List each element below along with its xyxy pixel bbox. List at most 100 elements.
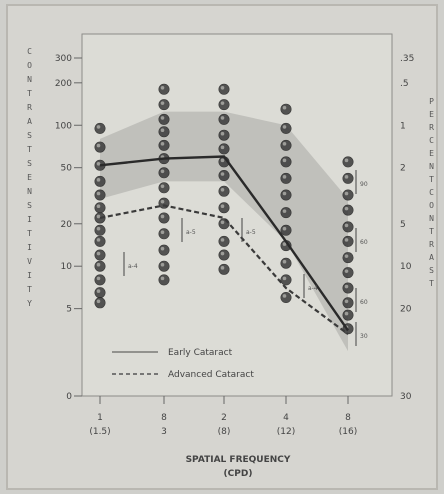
point-highlight <box>282 276 287 281</box>
patient-point <box>94 297 106 309</box>
left-tick-label: 5 <box>66 305 72 315</box>
left-axis-title-letter: T <box>27 285 33 294</box>
point-highlight <box>160 246 165 251</box>
patient-point <box>218 143 230 155</box>
point-highlight <box>96 143 101 148</box>
point-highlight <box>282 242 287 246</box>
patient-point <box>94 189 106 201</box>
point-highlight <box>96 226 101 231</box>
point-highlight <box>282 125 287 129</box>
point-highlight <box>282 158 287 163</box>
right-tick-label: 20 <box>400 305 412 315</box>
patient-point <box>342 282 354 294</box>
series-line-advanced-cataract <box>99 204 349 335</box>
patient-point <box>280 224 292 236</box>
point-highlight <box>220 220 225 225</box>
photo-frame: 300 200 100 50 20 10 5 0 .35.5 1 2 5 10 20 30 1 (1.5) 8… <box>6 4 438 490</box>
point-highlight <box>282 259 287 264</box>
point-highlight <box>282 294 287 298</box>
point-highlight <box>282 105 287 110</box>
left-tick-label: 100 <box>55 121 72 131</box>
patient-point <box>94 249 106 261</box>
patient-point <box>280 207 292 219</box>
x-tick-label: 1 <box>97 413 103 423</box>
patient-point <box>342 309 354 321</box>
point-highlight <box>96 125 101 129</box>
point-highlight <box>96 191 101 196</box>
patient-point <box>94 175 106 187</box>
patient-point <box>94 122 106 134</box>
patient-point <box>158 244 170 256</box>
point-highlight <box>160 116 165 120</box>
right-tick-label: 2 <box>400 164 406 174</box>
point-highlight <box>344 223 349 228</box>
right-axis-ticks: .35 .5 1 2 5 10 20 30 <box>400 54 414 402</box>
point-highlight <box>160 262 165 267</box>
point-highlight <box>344 191 349 196</box>
patient-point <box>94 260 106 272</box>
left-tick-label: 20 <box>61 220 73 230</box>
series-line-early-cataract <box>99 155 349 332</box>
annotation-label: 60 <box>360 239 368 246</box>
patient-point <box>158 113 170 125</box>
patient-point <box>280 291 292 303</box>
point-highlight <box>96 204 101 209</box>
legend-label-early: Early Cataract <box>168 348 233 358</box>
patient-point <box>280 172 292 184</box>
patient-point <box>218 113 230 125</box>
point-highlight <box>344 284 349 289</box>
point-highlight <box>220 116 225 120</box>
patient-point <box>280 257 292 269</box>
patient-point <box>342 189 354 201</box>
right-axis-title-letter: E <box>429 149 435 158</box>
point-highlight <box>160 101 165 105</box>
point-highlight <box>160 230 165 235</box>
right-tick-label: 1 <box>400 121 406 131</box>
left-axis-title-letter: T <box>27 89 33 98</box>
right-tick-label: .35 <box>400 54 414 64</box>
patient-points <box>94 83 354 335</box>
right-tick-label: 5 <box>400 220 406 230</box>
point-highlight <box>344 269 349 273</box>
patient-point <box>280 139 292 151</box>
point-highlight <box>220 187 225 192</box>
left-axis-title-letter: R <box>27 103 33 112</box>
left-axis-title-letter: N <box>27 75 33 84</box>
patient-point <box>218 249 230 261</box>
point-highlight <box>96 214 101 219</box>
series-lines <box>99 155 349 335</box>
left-axis-title-letter: I <box>27 271 33 280</box>
point-highlight <box>344 311 349 316</box>
point-highlight <box>282 191 287 196</box>
patient-point <box>218 83 230 95</box>
annotation-label: 30 <box>360 333 368 340</box>
point-highlight <box>160 199 165 204</box>
legend: Early Cataract Advanced Cataract <box>112 348 254 380</box>
left-axis-title-letter: S <box>27 201 33 210</box>
left-axis-title-letter: T <box>27 229 33 238</box>
patient-point <box>342 235 354 247</box>
left-axis-title-letter: C <box>27 47 33 56</box>
patient-point <box>280 189 292 201</box>
point-highlight <box>344 238 349 242</box>
patient-point <box>218 170 230 182</box>
right-axis-title-letter: T <box>429 227 435 236</box>
patient-point <box>158 197 170 209</box>
patient-point <box>158 260 170 272</box>
annotations: a-4 a-5 a-5 a-4 90 60 60 30 <box>123 170 368 346</box>
point-highlight <box>344 206 349 211</box>
left-tick-label: 10 <box>61 262 73 272</box>
point-highlight <box>96 178 101 182</box>
left-axis-title-letter: I <box>27 243 33 252</box>
point-highlight <box>220 101 225 105</box>
right-axis-title-letter: S <box>429 266 435 275</box>
point-highlight <box>160 128 165 133</box>
point-highlight <box>220 172 225 176</box>
patient-point <box>158 139 170 151</box>
point-highlight <box>344 254 349 258</box>
point-highlight <box>282 142 287 146</box>
patient-point <box>342 156 354 168</box>
right-tick-label: 10 <box>400 262 412 272</box>
